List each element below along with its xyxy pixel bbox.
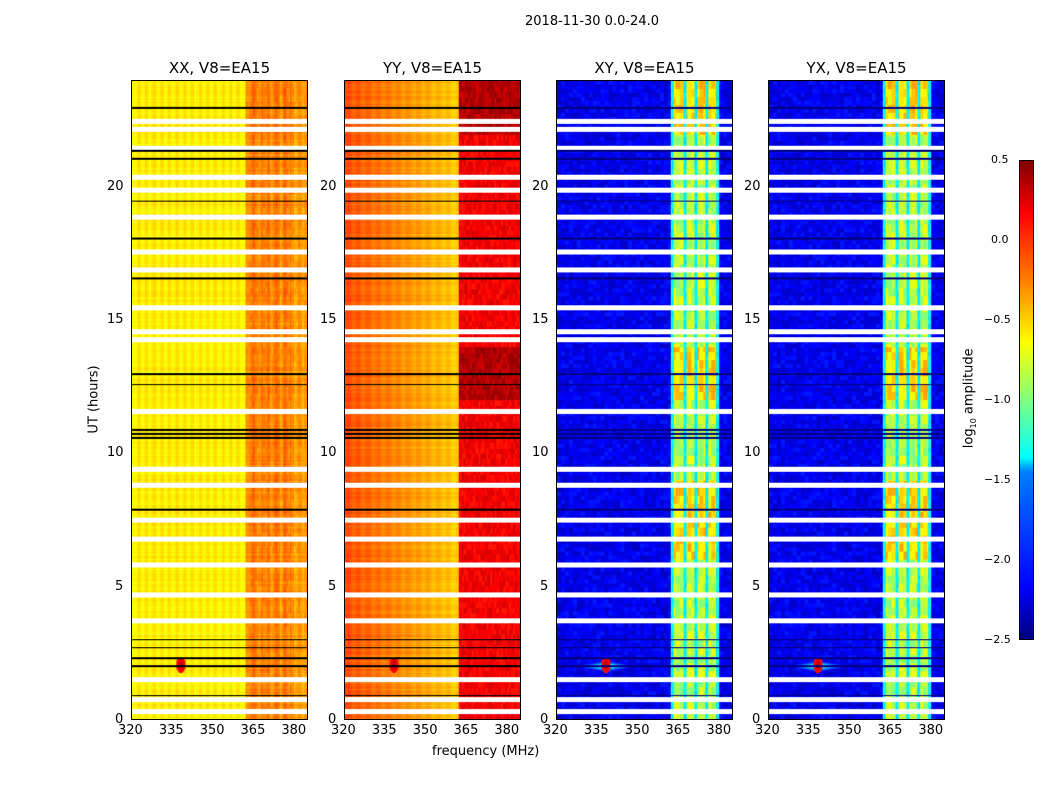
x-tick-label: 320 <box>331 723 356 738</box>
colorbar-label-sub: 10 <box>969 418 979 429</box>
x-tick-label: 350 <box>624 723 650 738</box>
x-tick-label: 335 <box>158 723 184 738</box>
y-tick-label: 5 <box>115 578 124 594</box>
x-tick-label: 365 <box>240 723 266 738</box>
y-tick-label: 20 <box>107 178 124 194</box>
panel-title: YX, V8=EA15 <box>806 59 907 77</box>
x-tick-label: 350 <box>412 723 438 738</box>
heatmap-image <box>557 81 732 719</box>
y-tick-label: 10 <box>532 445 549 461</box>
heatmap-image <box>769 81 944 719</box>
heatmap-image <box>132 81 307 719</box>
x-tick-label: 335 <box>795 723 821 738</box>
x-tick-label: 365 <box>665 723 691 738</box>
x-tick-label: 365 <box>877 723 903 738</box>
x-tick-label: 320 <box>118 723 143 738</box>
colorbar-tick-label: 0.0 <box>991 233 1009 246</box>
y-tick-label: 10 <box>744 445 761 461</box>
y-tick-label: 20 <box>744 178 761 194</box>
y-tick-label: 15 <box>744 312 761 327</box>
x-tick-label: 350 <box>199 723 225 738</box>
x-tick-label: 380 <box>494 723 520 738</box>
colorbar-label-main: log <box>961 428 977 449</box>
y-tick-label: 15 <box>320 312 337 327</box>
x-tick-label: 380 <box>918 723 944 738</box>
colorbar-label-rest: amplitude <box>961 348 977 419</box>
x-tick-label: 335 <box>583 723 609 738</box>
y-tick-label: 20 <box>532 178 549 194</box>
heatmap-panel-auto_x <box>131 80 308 720</box>
x-tick-label: 380 <box>281 723 307 738</box>
heatmap-panel-cross <box>768 80 945 720</box>
y-tick-label: 15 <box>107 312 124 327</box>
figure-suptitle: 2018-11-30 0.0-24.0 <box>525 14 659 29</box>
y-tick-label: 5 <box>752 578 761 594</box>
colorbar-label: log10 amplitude <box>962 348 979 448</box>
y-tick-label: 0 <box>115 712 124 727</box>
x-tick-label: 350 <box>836 723 862 738</box>
colorbar-tick-label: −0.5 <box>984 313 1011 326</box>
x-tick-label: 365 <box>453 723 479 738</box>
y-tick-label: 15 <box>532 312 549 327</box>
heatmap-panel-cross <box>556 80 733 720</box>
x-tick-label: 320 <box>755 723 780 738</box>
x-axis-label: frequency (MHz) <box>432 744 540 759</box>
y-tick-label: 10 <box>107 445 124 461</box>
y-axis-label: UT (hours) <box>86 365 102 434</box>
y-tick-label: 10 <box>320 445 337 461</box>
panel-title: YY, V8=EA15 <box>382 59 483 77</box>
colorbar-tick-label: 0.5 <box>991 153 1009 166</box>
panel-title: XX, V8=EA15 <box>168 59 271 77</box>
colorbar-tick-label: −2.0 <box>984 553 1011 566</box>
y-tick-label: 0 <box>328 712 337 727</box>
x-tick-label: 320 <box>543 723 568 738</box>
colorbar-tick-label: −1.5 <box>984 473 1011 486</box>
y-tick-label: 20 <box>320 178 337 194</box>
y-tick-label: 5 <box>540 578 549 594</box>
colorbar <box>1019 160 1034 640</box>
panel-title: XY, V8=EA15 <box>594 59 695 77</box>
colorbar-tick-label: −2.5 <box>984 633 1011 646</box>
y-tick-label: 5 <box>328 578 337 594</box>
y-tick-label: 0 <box>540 712 549 727</box>
y-tick-label: 0 <box>752 712 761 727</box>
heatmap-image <box>345 81 520 719</box>
x-tick-label: 380 <box>706 723 732 738</box>
colorbar-tick-label: −1.0 <box>984 393 1011 406</box>
heatmap-panel-auto_y <box>344 80 521 720</box>
x-tick-label: 335 <box>371 723 397 738</box>
